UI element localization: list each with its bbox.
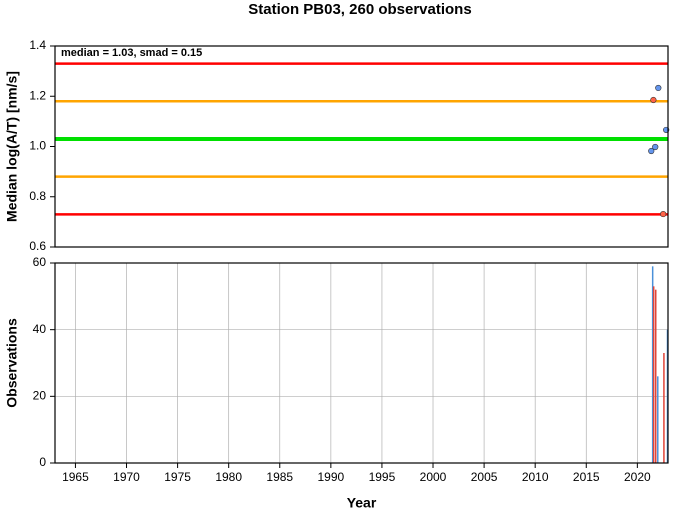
x-tick-label: 2000 xyxy=(420,470,447,484)
x-tick-label: 1970 xyxy=(113,470,140,484)
x-tick-label: 1985 xyxy=(266,470,293,484)
y-tick-label: 40 xyxy=(33,322,47,336)
x-tick-label: 2015 xyxy=(573,470,600,484)
point xyxy=(652,143,659,151)
x-tick-label: 1965 xyxy=(62,470,89,484)
point xyxy=(648,147,655,155)
y-axis-label: Median log(A/T) [nm/s] xyxy=(4,71,20,222)
x-tick-label: 2005 xyxy=(471,470,498,484)
x-tick-label: 2010 xyxy=(522,470,549,484)
point xyxy=(655,84,662,92)
annotation: median = 1.03, smad = 0.15 xyxy=(61,47,202,59)
point xyxy=(660,210,667,218)
y-tick-label: 0.8 xyxy=(29,189,46,203)
x-tick-label: 1980 xyxy=(215,470,242,484)
y-tick-label: 1.0 xyxy=(29,139,46,153)
chart-title: Station PB03, 260 observations xyxy=(248,1,471,18)
x-tick-label: 1975 xyxy=(164,470,191,484)
bar xyxy=(651,266,654,463)
plot-frame xyxy=(54,262,669,464)
bar xyxy=(657,376,659,463)
y-axis-label: Observations xyxy=(4,318,20,408)
point xyxy=(650,96,657,104)
bar xyxy=(652,286,655,463)
x-tick-label: 2020 xyxy=(624,470,651,484)
bar xyxy=(654,289,657,463)
y-tick-label: 0 xyxy=(39,455,46,469)
y-tick-label: 1.4 xyxy=(29,38,46,52)
plot-frame xyxy=(54,45,669,248)
x-tick-label: 1995 xyxy=(369,470,396,484)
x-axis-label: Year xyxy=(347,495,377,511)
y-tick-label: 20 xyxy=(33,389,47,403)
bar xyxy=(663,353,665,463)
y-tick-label: 1.2 xyxy=(29,88,46,102)
x-tick-label: 1990 xyxy=(317,470,344,484)
y-tick-label: 0.6 xyxy=(29,239,46,253)
y-tick-label: 60 xyxy=(33,255,47,269)
